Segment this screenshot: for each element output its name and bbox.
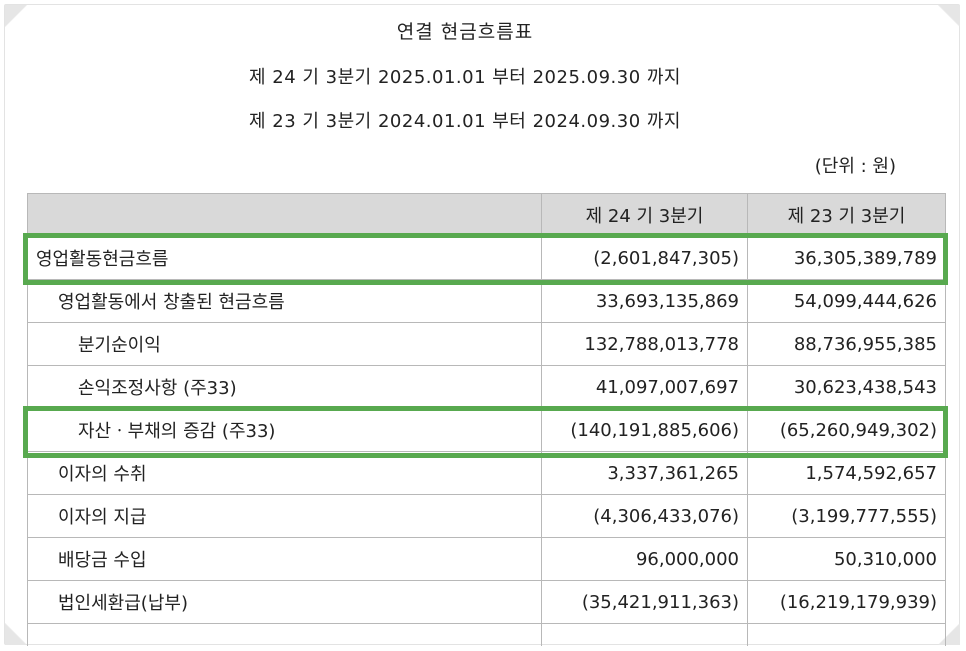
table-row: 이자의 수취 3,337,361,265 1,574,592,657 [27, 451, 946, 495]
row-current-value: 132,788,013,778 [541, 322, 748, 366]
row-current-value: (140,191,885,606) [541, 408, 748, 452]
row-prior-value: 36,305,389,789 [747, 236, 946, 280]
unit-label: (단위 : 원) [814, 156, 896, 177]
table-row: 영업활동현금흐름 (2,601,847,305) 36,305,389,789 [27, 236, 946, 280]
table-header-row: 제 24 기 3분기 제 23 기 3분기 [27, 193, 946, 237]
statement-title: 연결 현금흐름표 [396, 21, 534, 43]
table-row: 손익조정사항 (주33) 41,097,007,697 30,623,438,5… [27, 365, 946, 409]
row-label: 자산ㆍ부채의 증감 (주33) [27, 408, 542, 452]
period-prior: 제 23 기 3분기 2024.01.01 부터 2024.09.30 까지 [248, 111, 681, 132]
header-prior-period: 제 23 기 3분기 [747, 193, 946, 237]
row-current-value: (2,601,847,305) [541, 236, 748, 280]
row-label: 손익조정사항 (주33) [27, 365, 542, 409]
row-label: 영업활동현금흐름 [27, 236, 542, 280]
page-corner-decoration [5, 5, 27, 27]
row-prior-value: 88,736,955,385 [747, 322, 946, 366]
row-label: 배당금 수입 [27, 537, 542, 581]
page-corner-decoration [938, 5, 960, 27]
row-label: 이자의 수취 [27, 451, 542, 495]
table-row: 배당금 수입 96,000,000 50,310,000 [27, 537, 946, 581]
row-prior-value: 54,099,444,626 [747, 279, 946, 323]
row-current-value: 96,000,000 [541, 537, 748, 581]
period-current: 제 24 기 3분기 2025.01.01 부터 2025.09.30 까지 [248, 67, 681, 88]
row-current-value: 33,693,135,869 [541, 279, 748, 323]
row-prior-value: (16,219,179,939) [747, 580, 946, 624]
row-prior-value: 50,310,000 [747, 537, 946, 581]
row-current-value: 3,337,361,265 [541, 451, 748, 495]
header-account [27, 193, 542, 237]
table-row-cut-off [27, 623, 946, 646]
row-label: 분기순이익 [27, 322, 542, 366]
row-label: 이자의 지급 [27, 494, 542, 538]
table-row: 자산ㆍ부채의 증감 (주33) (140,191,885,606) (65,26… [27, 408, 946, 452]
table-row: 이자의 지급 (4,306,433,076) (3,199,777,555) [27, 494, 946, 538]
row-label: 영업활동에서 창출된 현금흐름 [27, 279, 542, 323]
row-prior-value: (65,260,949,302) [747, 408, 946, 452]
page-corner-decoration [5, 623, 27, 645]
row-current-value: (35,421,911,363) [541, 580, 748, 624]
row-prior-value: 1,574,592,657 [747, 451, 946, 495]
row-current-value: 41,097,007,697 [541, 365, 748, 409]
table-row: 분기순이익 132,788,013,778 88,736,955,385 [27, 322, 946, 366]
row-current-value: (4,306,433,076) [541, 494, 748, 538]
cash-flow-table: 제 24 기 3분기 제 23 기 3분기 영업활동현금흐름 (2,601,84… [27, 193, 946, 646]
table-row: 법인세환급(납부) (35,421,911,363) (16,219,179,9… [27, 580, 946, 624]
row-prior-value: (3,199,777,555) [747, 494, 946, 538]
row-label: 법인세환급(납부) [27, 580, 542, 624]
header-current-period: 제 24 기 3분기 [541, 193, 748, 237]
row-prior-value: 30,623,438,543 [747, 365, 946, 409]
table-row: 영업활동에서 창출된 현금흐름 33,693,135,869 54,099,44… [27, 279, 946, 323]
